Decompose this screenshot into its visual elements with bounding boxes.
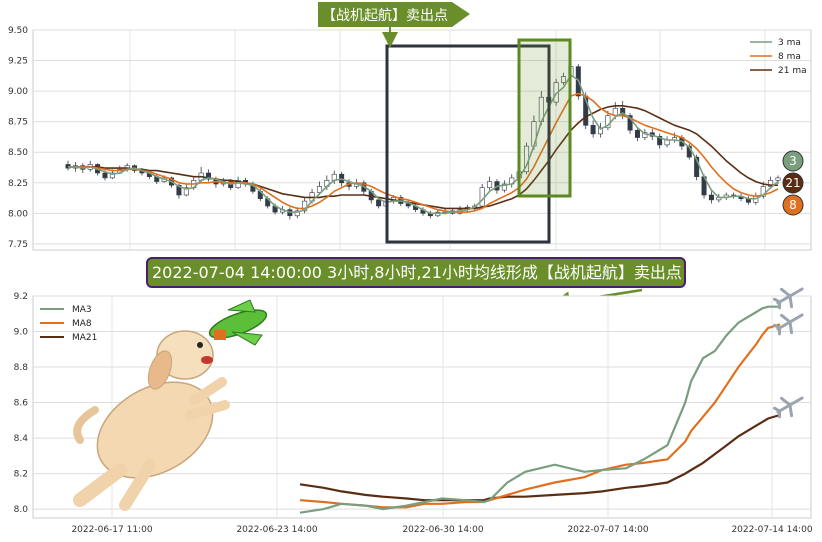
candle-body	[294, 210, 300, 217]
candle-body	[183, 187, 189, 196]
bottom-x-tick-label: 2022-06-23 14:00	[236, 525, 317, 535]
mid-banner: 2022-07-04 14:00:00 3小时,8小时,21小时均线形成【战机起…	[146, 257, 686, 312]
top-y-tick-label: 9.25	[8, 57, 28, 67]
bottom-y-tick-label: 9.0	[14, 328, 29, 338]
top-legend: 3 ma 8 ma 21 ma	[750, 38, 807, 76]
bottom-ma3-line	[299, 305, 780, 514]
bottom-legend: MA3 MA8 MA21	[40, 305, 97, 343]
top-plot-area	[32, 29, 812, 251]
bottom-y-tick-label: 8.2	[14, 470, 28, 480]
bottom-x-tick-label: 2022-06-17 11:00	[71, 525, 152, 535]
top-ma3-line	[68, 74, 779, 215]
ma-badges: 3 21 8	[782, 150, 804, 216]
bottom-ma21-line	[299, 413, 781, 502]
bottom-x-tick-label: 2022-06-30 14:00	[402, 525, 483, 535]
bottom-x-tick-label: 2022-07-14 14:00	[731, 525, 812, 535]
jet-icon	[773, 396, 804, 419]
top-ma-lines	[68, 74, 779, 215]
badge-21: 21	[785, 176, 800, 190]
candle-body	[768, 180, 774, 187]
candle-body	[760, 186, 766, 197]
candle-body	[627, 115, 633, 131]
badge-3: 3	[789, 154, 797, 168]
jet-icon	[773, 313, 804, 336]
jet-icon	[773, 287, 804, 310]
candle-body	[775, 177, 781, 181]
highlight-box-dark	[385, 44, 551, 244]
candle-body	[176, 184, 182, 196]
top-y-tick-label: 9.00	[8, 87, 28, 97]
candle-body	[235, 180, 241, 188]
candle-body	[405, 203, 411, 207]
top-y-tick-label: 8.25	[8, 179, 28, 189]
mid-banner-text: 2022-07-04 14:00:00 3小时,8小时,21小时均线形成【战机起…	[152, 263, 682, 282]
bottom-x-tick-label: 2022-07-07 14:00	[567, 525, 648, 535]
bottom-x-axis: 2022-06-17 11:00 2022-06-23 14:00 2022-06-…	[71, 525, 812, 535]
candle-body	[206, 172, 212, 180]
bottom-ma-lines	[299, 305, 781, 514]
top-banner-text: 【战机起航】卖出点	[322, 8, 448, 24]
top-ma8-line	[68, 92, 779, 213]
legend-8ma: 8 ma	[778, 52, 801, 62]
legend-21ma: 21 ma	[778, 66, 807, 76]
candle-body	[694, 156, 700, 177]
candle-body	[109, 172, 115, 179]
candle-body	[642, 132, 648, 138]
green-plane-icon	[208, 299, 268, 346]
candle-body	[708, 194, 714, 201]
candle-body	[102, 172, 108, 179]
bottom-y-tick-label: 8.8	[14, 363, 29, 373]
candle-body	[561, 76, 567, 83]
top-y-tick-label: 8.00	[8, 209, 28, 219]
legend-ma21: MA21	[72, 333, 97, 343]
candle-body	[479, 187, 485, 207]
top-y-tick-label: 9.50	[8, 26, 28, 36]
bottom-y-tick-label: 8.4	[14, 434, 29, 444]
bottom-y-axis: 8.0 8.2 8.4 8.6 8.8 9.0 9.2	[14, 292, 29, 515]
bottom-y-tick-label: 8.0	[14, 505, 29, 515]
top-y-axis: 7.75 8.00 8.25 8.50 8.75 9.00 9.25 9.50	[8, 26, 28, 250]
candle-body	[590, 125, 596, 135]
top-y-tick-label: 8.75	[8, 118, 28, 128]
candle-body	[376, 199, 382, 207]
candle-body	[501, 183, 507, 191]
dog-illustration	[73, 330, 230, 511]
candle-body	[316, 186, 322, 193]
bottom-y-tick-label: 9.2	[14, 292, 28, 302]
top-banner: 【战机起航】卖出点	[318, 2, 470, 48]
legend-ma3: MA3	[72, 305, 92, 315]
top-y-tick-label: 7.75	[8, 240, 28, 250]
top-y-tick-label: 8.50	[8, 148, 28, 158]
candle-body	[657, 136, 663, 146]
legend-3ma: 3 ma	[778, 38, 801, 48]
badge-8: 8	[789, 198, 797, 212]
legend-ma8: MA8	[72, 319, 92, 329]
bottom-y-tick-label: 8.6	[14, 399, 29, 409]
highlight-box-green	[517, 38, 572, 198]
candle-body	[487, 181, 493, 188]
candle-body	[634, 129, 640, 138]
